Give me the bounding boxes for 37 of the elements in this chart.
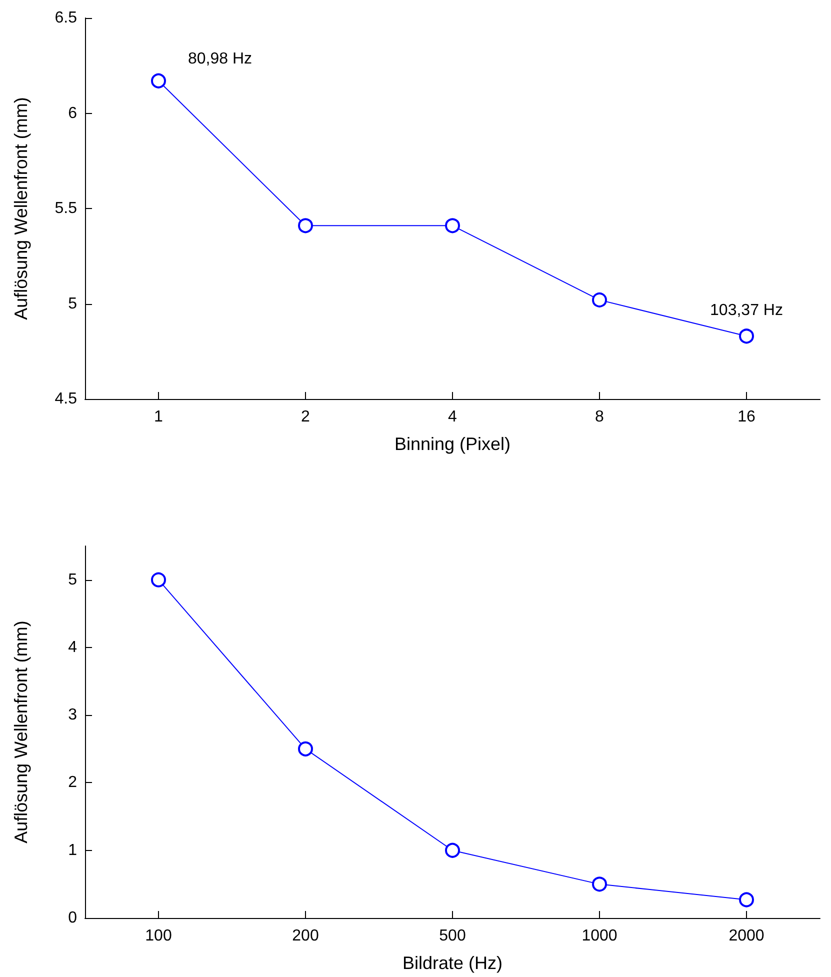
x-tick-label: 100 [145, 928, 172, 944]
point [151, 572, 166, 588]
y-tick-label: 6.5 [54, 10, 78, 26]
y-tick-label: 1 [68, 842, 78, 859]
point [592, 292, 607, 308]
point [739, 892, 754, 908]
x-tick-label: 8 [595, 408, 604, 426]
y-axis-title: Auflösung Wellenfront (mm) [11, 620, 31, 844]
x-tick-label: 1 [154, 408, 164, 426]
y-tick-label: 4.5 [54, 390, 78, 408]
x-tick-label: 16 [738, 408, 756, 426]
x-tick-label: 200 [292, 928, 319, 944]
point [298, 218, 313, 234]
x-tick-label: 500 [439, 928, 466, 944]
x-axis-title: Bildrate (Hz) [402, 953, 503, 973]
y-tick-label: 6 [68, 104, 78, 122]
y-tick-label: 5 [68, 295, 78, 312]
annotation: 80,98 Hz [188, 50, 252, 68]
y-tick-label: 5.5 [54, 200, 78, 217]
annotation: 103,37 Hz [710, 302, 783, 320]
point [592, 876, 607, 892]
x-tick-label: 1000 [582, 928, 618, 944]
x-tick-label: 2 [301, 408, 310, 426]
x-tick-label: 2000 [728, 928, 764, 944]
y-tick-label: 5 [68, 571, 78, 588]
y-tick-label: 3 [68, 706, 78, 724]
y-axis-title: Auflösung Wellenfront (mm) [11, 97, 31, 320]
y-tick-label: 2 [68, 774, 78, 792]
x-axis-title: Binning (Pixel) [394, 434, 511, 454]
point [445, 842, 460, 858]
point [151, 73, 166, 88]
point [298, 741, 313, 756]
y-tick-label: 0 [68, 910, 78, 926]
point [739, 328, 754, 344]
point [445, 218, 460, 234]
y-tick-label: 4 [68, 638, 78, 656]
x-tick-label: 4 [448, 408, 458, 426]
